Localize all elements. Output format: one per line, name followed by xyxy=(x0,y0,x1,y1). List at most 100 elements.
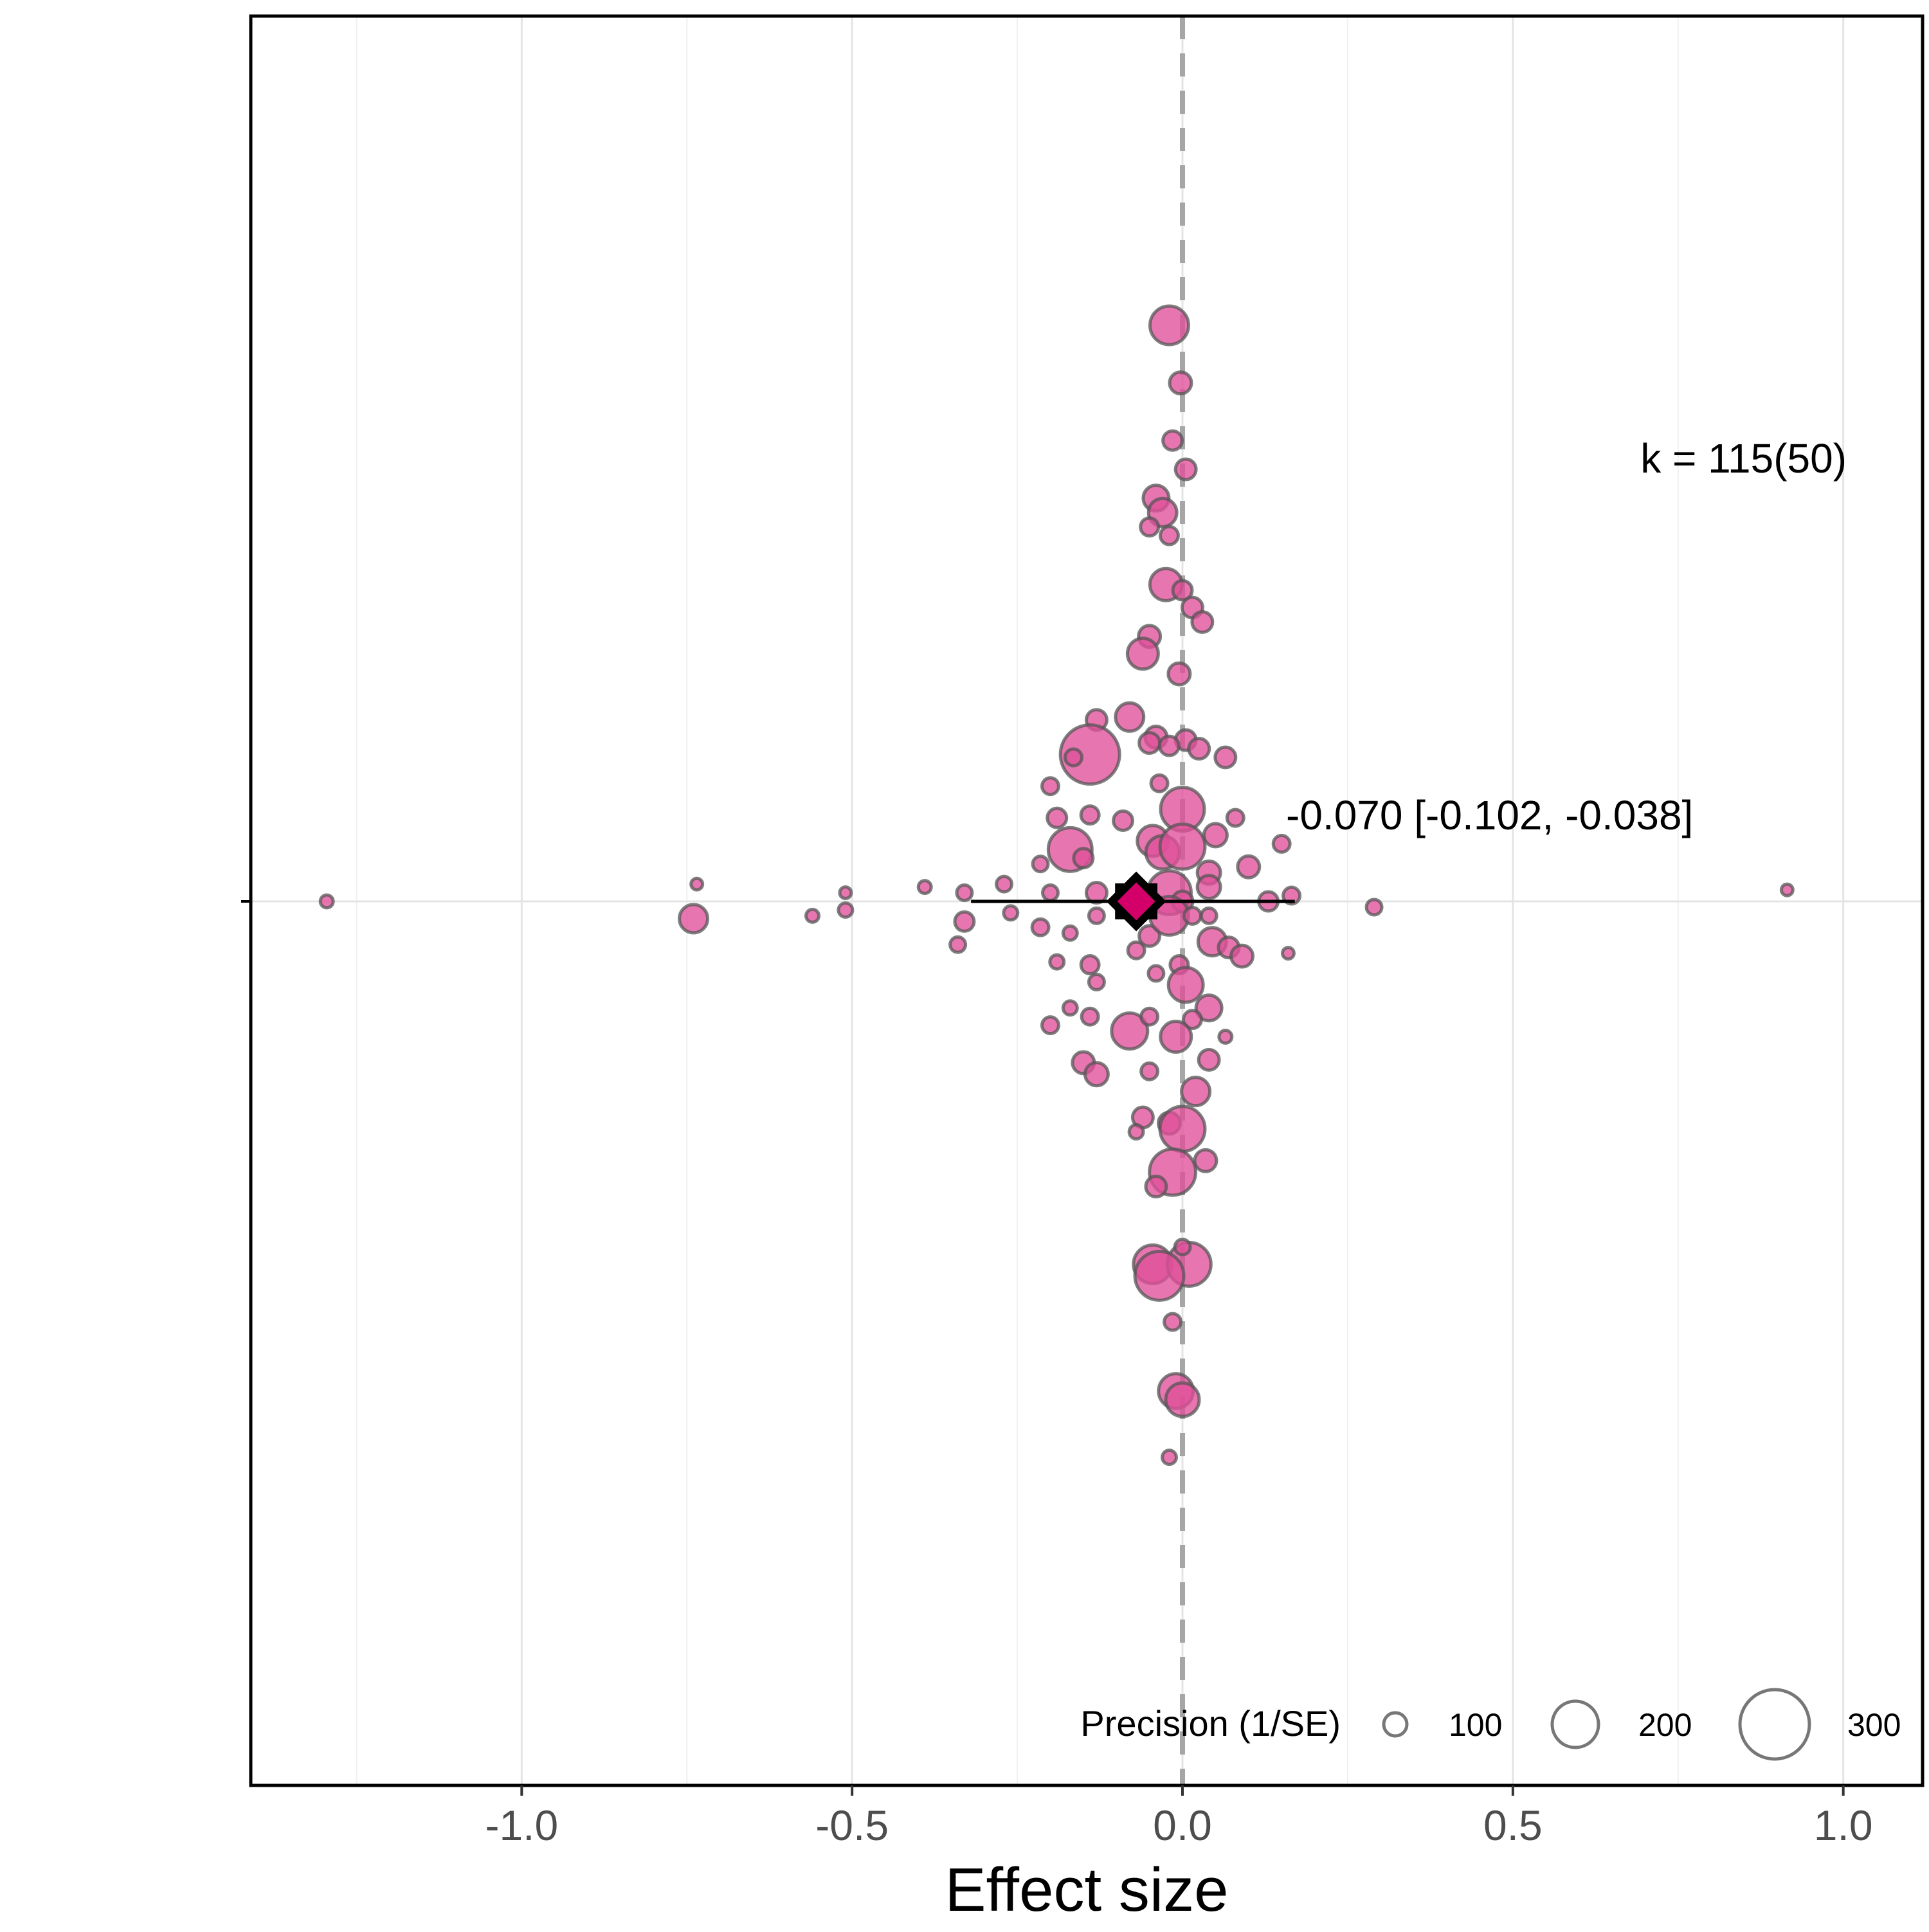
study-point xyxy=(1080,1006,1100,1027)
x-tick-label: 0.0 xyxy=(1153,1801,1212,1849)
study-point xyxy=(1193,1148,1218,1173)
study-point xyxy=(1031,854,1050,874)
study-point xyxy=(1194,993,1224,1023)
legend-key-circle xyxy=(1738,1688,1811,1761)
legend-title: Precision (1/SE) xyxy=(1080,1703,1341,1744)
study-point xyxy=(689,876,705,892)
study-point xyxy=(1139,516,1161,538)
study-point xyxy=(1160,1449,1178,1467)
study-point xyxy=(953,910,976,933)
study-point xyxy=(1002,904,1020,922)
study-point xyxy=(318,893,335,910)
study-point xyxy=(1046,806,1069,829)
legend-key-label: 300 xyxy=(1847,1707,1901,1743)
study-points xyxy=(318,304,1795,1467)
study-point xyxy=(1159,1020,1193,1054)
study-point xyxy=(1083,1061,1110,1088)
study-point xyxy=(995,874,1014,894)
study-point xyxy=(1187,737,1211,761)
study-point xyxy=(1213,745,1238,770)
study-point xyxy=(837,901,855,919)
summary-diamond xyxy=(1106,871,1166,932)
k-annotation: k = 115(50) xyxy=(1640,435,1847,482)
study-point xyxy=(1146,964,1166,983)
study-point xyxy=(1168,370,1193,396)
study-point xyxy=(1063,747,1083,768)
study-point xyxy=(1217,1029,1234,1045)
grid-lines xyxy=(251,16,1923,1785)
study-point xyxy=(1139,1006,1160,1027)
study-point xyxy=(1271,833,1292,854)
study-point xyxy=(1137,924,1162,948)
study-point xyxy=(1199,906,1218,925)
x-tick-label: -1.0 xyxy=(485,1801,558,1849)
study-point xyxy=(1190,609,1215,634)
study-point xyxy=(1048,953,1066,971)
study-point xyxy=(1229,943,1255,969)
study-point xyxy=(1157,734,1181,757)
study-point xyxy=(1166,966,1205,1004)
study-point xyxy=(955,883,974,903)
study-point xyxy=(1030,917,1051,937)
study-point xyxy=(1072,847,1095,870)
study-point xyxy=(1061,999,1079,1017)
study-point xyxy=(1084,881,1109,905)
x-tick-label: -0.5 xyxy=(815,1801,889,1849)
x-tick-label: 1.0 xyxy=(1814,1801,1873,1849)
study-point xyxy=(1173,457,1198,482)
study-point xyxy=(1173,1238,1192,1257)
study-point xyxy=(948,935,968,954)
study-point xyxy=(1158,525,1180,546)
study-point xyxy=(1280,946,1296,961)
study-point xyxy=(1364,898,1384,917)
study-point xyxy=(1166,661,1192,687)
study-point xyxy=(1137,731,1162,755)
study-point xyxy=(1202,822,1229,849)
study-point xyxy=(1125,636,1160,671)
study-point xyxy=(1133,1249,1186,1302)
study-point xyxy=(678,903,710,935)
study-point xyxy=(1040,1015,1060,1036)
study-point xyxy=(1110,1011,1150,1051)
study-point xyxy=(1112,809,1135,833)
study-point xyxy=(1079,804,1101,826)
study-point xyxy=(1225,808,1245,828)
study-point xyxy=(838,885,853,901)
summary-estimate xyxy=(971,871,1295,932)
study-point xyxy=(1161,429,1184,452)
study-point xyxy=(1171,579,1194,602)
study-point xyxy=(1158,822,1207,871)
legend-key-label: 100 xyxy=(1449,1707,1502,1743)
study-point xyxy=(1087,972,1106,991)
study-point xyxy=(1127,1123,1145,1141)
study-point xyxy=(1144,1175,1168,1199)
study-point xyxy=(1779,882,1795,898)
study-point xyxy=(1195,874,1222,901)
x-tick-label: 0.5 xyxy=(1483,1801,1543,1849)
study-point xyxy=(1061,924,1079,942)
study-point xyxy=(1197,1047,1221,1072)
legend-key-circle xyxy=(1382,1711,1409,1738)
study-point xyxy=(1236,854,1262,880)
study-point xyxy=(1040,883,1060,903)
study-point xyxy=(1164,1381,1201,1418)
study-point xyxy=(1182,905,1202,926)
study-point xyxy=(1148,304,1190,347)
study-point xyxy=(1114,701,1146,733)
study-point xyxy=(1181,1009,1203,1031)
study-point xyxy=(1040,776,1060,797)
study-point xyxy=(916,879,933,896)
study-point xyxy=(804,907,821,924)
study-point xyxy=(1158,1105,1207,1153)
legend-key-circle xyxy=(1550,1699,1600,1749)
study-point xyxy=(1180,1076,1212,1108)
study-point xyxy=(1163,1312,1183,1332)
x-axis-title: Effect size xyxy=(945,1855,1228,1924)
study-point xyxy=(1139,1061,1160,1081)
study-point xyxy=(1079,954,1101,976)
study-point xyxy=(1126,940,1146,961)
study-point xyxy=(1058,723,1121,786)
